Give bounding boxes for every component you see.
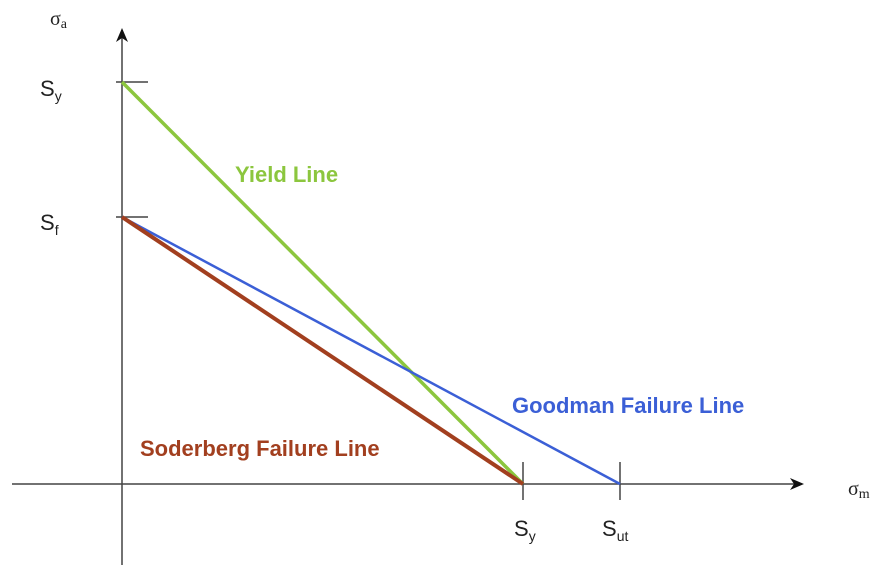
- goodman-line: [121, 215, 621, 486]
- soderberg-label: Soderberg Failure Line: [140, 436, 380, 461]
- yield-line: [120, 80, 525, 486]
- soderberg-line: [120, 215, 525, 486]
- yield-label: Yield Line: [235, 162, 338, 187]
- x-mark: Sy: [514, 516, 536, 544]
- goodman-label: Goodman Failure Line: [512, 393, 744, 418]
- y-mark: Sy: [40, 76, 62, 104]
- y-mark: Sf: [40, 210, 59, 238]
- y-axis-label: σa: [50, 8, 68, 33]
- x-mark: Sut: [602, 516, 628, 544]
- x-axis-label: σm: [848, 478, 870, 503]
